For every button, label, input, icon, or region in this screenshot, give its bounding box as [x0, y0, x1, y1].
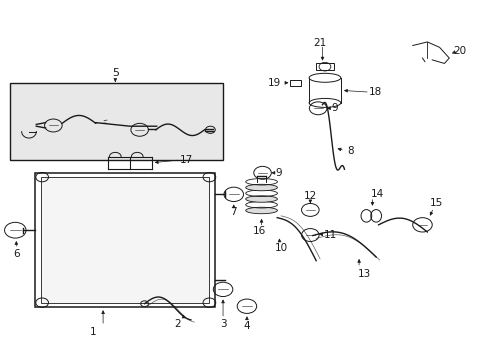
- Text: 19: 19: [267, 78, 281, 88]
- Text: 20: 20: [452, 46, 466, 56]
- Text: 8: 8: [346, 146, 353, 156]
- Ellipse shape: [245, 207, 277, 214]
- Text: 3: 3: [219, 319, 226, 329]
- Polygon shape: [41, 177, 209, 303]
- Ellipse shape: [245, 184, 277, 191]
- Bar: [316, 63, 333, 70]
- Text: 16: 16: [252, 226, 265, 236]
- Text: 17: 17: [179, 155, 192, 165]
- Text: 4: 4: [243, 321, 250, 331]
- Text: 21: 21: [313, 38, 326, 48]
- Text: 5: 5: [112, 68, 119, 78]
- Text: 7: 7: [230, 207, 237, 217]
- Text: 10: 10: [274, 243, 287, 253]
- Text: 2: 2: [174, 319, 180, 329]
- Ellipse shape: [245, 196, 277, 202]
- Bar: [10, 83, 222, 160]
- Polygon shape: [35, 173, 215, 307]
- Text: 1: 1: [90, 327, 97, 337]
- Text: 9: 9: [275, 168, 281, 178]
- Text: 15: 15: [428, 198, 442, 208]
- Text: 13: 13: [357, 269, 370, 279]
- Text: 14: 14: [370, 189, 384, 199]
- Text: 6: 6: [13, 249, 20, 259]
- Text: 18: 18: [368, 87, 381, 97]
- Bar: [290, 80, 301, 86]
- Text: 12: 12: [303, 191, 316, 201]
- Text: 9: 9: [330, 103, 337, 113]
- Text: 11: 11: [324, 230, 337, 240]
